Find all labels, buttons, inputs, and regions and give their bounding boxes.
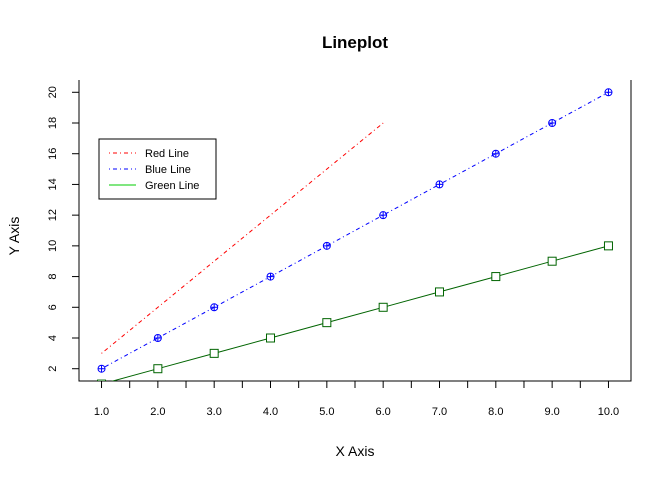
y-tick-label: 20 (47, 86, 59, 98)
series-line (101, 122, 384, 354)
series-blue-line (97, 88, 613, 373)
x-tick-label: 8.0 (488, 406, 503, 418)
y-tick-label: 10 (47, 240, 59, 252)
plot-frame (78, 80, 632, 382)
x-tick-label: 1.0 (94, 406, 109, 418)
chart-title: Lineplot (322, 33, 388, 52)
data-point (322, 318, 332, 328)
y-tick-label: 2 (47, 366, 59, 372)
x-tick-label: 4.0 (263, 406, 278, 418)
data-point-cross (98, 365, 106, 373)
legend-box (98, 138, 217, 200)
data-point-cross (267, 273, 275, 281)
x-tick-label: 3.0 (207, 406, 222, 418)
series-red-line (101, 122, 384, 354)
legend-entry-label: Blue Line (145, 164, 191, 176)
x-tick-label: 9.0 (544, 406, 559, 418)
data-point-cross (323, 242, 331, 250)
legend-entry-label: Green Line (145, 180, 199, 192)
data-point (547, 256, 557, 266)
data-point (266, 333, 276, 343)
data-point (603, 241, 613, 251)
y-tick-label: 12 (47, 209, 59, 221)
data-point (491, 272, 501, 282)
data-point (434, 287, 444, 297)
data-point (153, 364, 163, 374)
y-axis-label: Y Axis (6, 217, 22, 256)
x-tick-label: 5.0 (319, 406, 334, 418)
data-point (97, 379, 107, 381)
series-green-line (97, 241, 613, 381)
y-tick-label: 16 (47, 148, 59, 160)
y-tick-label: 4 (47, 335, 59, 341)
x-tick-label: 2.0 (150, 406, 165, 418)
data-point-cross (435, 180, 443, 188)
data-point-cross (604, 88, 612, 96)
x-tick-label: 7.0 (432, 406, 447, 418)
x-tick-label: 10.0 (598, 406, 619, 418)
data-point-cross (154, 334, 162, 342)
plot-area: 1.0 2.0 3.0 4.0 5.0 6.0 7.0 8.0 9.0 10.0 2 4 6 8 10 12 1… (47, 80, 632, 418)
data-point-cross (379, 211, 387, 219)
x-axis-label: X Axis (336, 443, 375, 459)
legend-entry-label: Red Line (145, 148, 189, 160)
data-point (378, 302, 388, 312)
series-line (110, 245, 609, 381)
x-tick-label: 6.0 (376, 406, 391, 418)
data-point-cross (548, 119, 556, 127)
y-tick-label: 18 (47, 117, 59, 129)
legend: Red Line Blue Line Green Line (98, 138, 217, 200)
data-point-cross (210, 303, 218, 311)
y-tick-label: 6 (47, 304, 59, 310)
data-point-cross (492, 150, 500, 158)
series-line (101, 91, 609, 370)
y-tick-label: 8 (47, 274, 59, 280)
y-tick-label: 14 (47, 178, 59, 190)
data-point (209, 348, 219, 358)
